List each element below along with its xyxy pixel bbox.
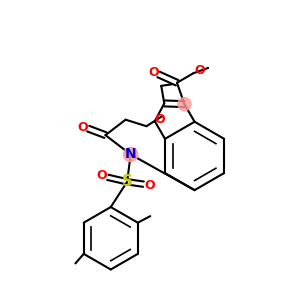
Text: O: O bbox=[195, 64, 206, 77]
Text: O: O bbox=[148, 66, 158, 80]
Circle shape bbox=[178, 98, 191, 111]
Text: O: O bbox=[145, 179, 155, 192]
Text: N: N bbox=[125, 148, 136, 161]
Text: O: O bbox=[96, 169, 106, 182]
Text: O: O bbox=[77, 121, 88, 134]
Circle shape bbox=[124, 147, 138, 162]
Text: O: O bbox=[155, 113, 166, 126]
Text: S: S bbox=[122, 174, 133, 189]
